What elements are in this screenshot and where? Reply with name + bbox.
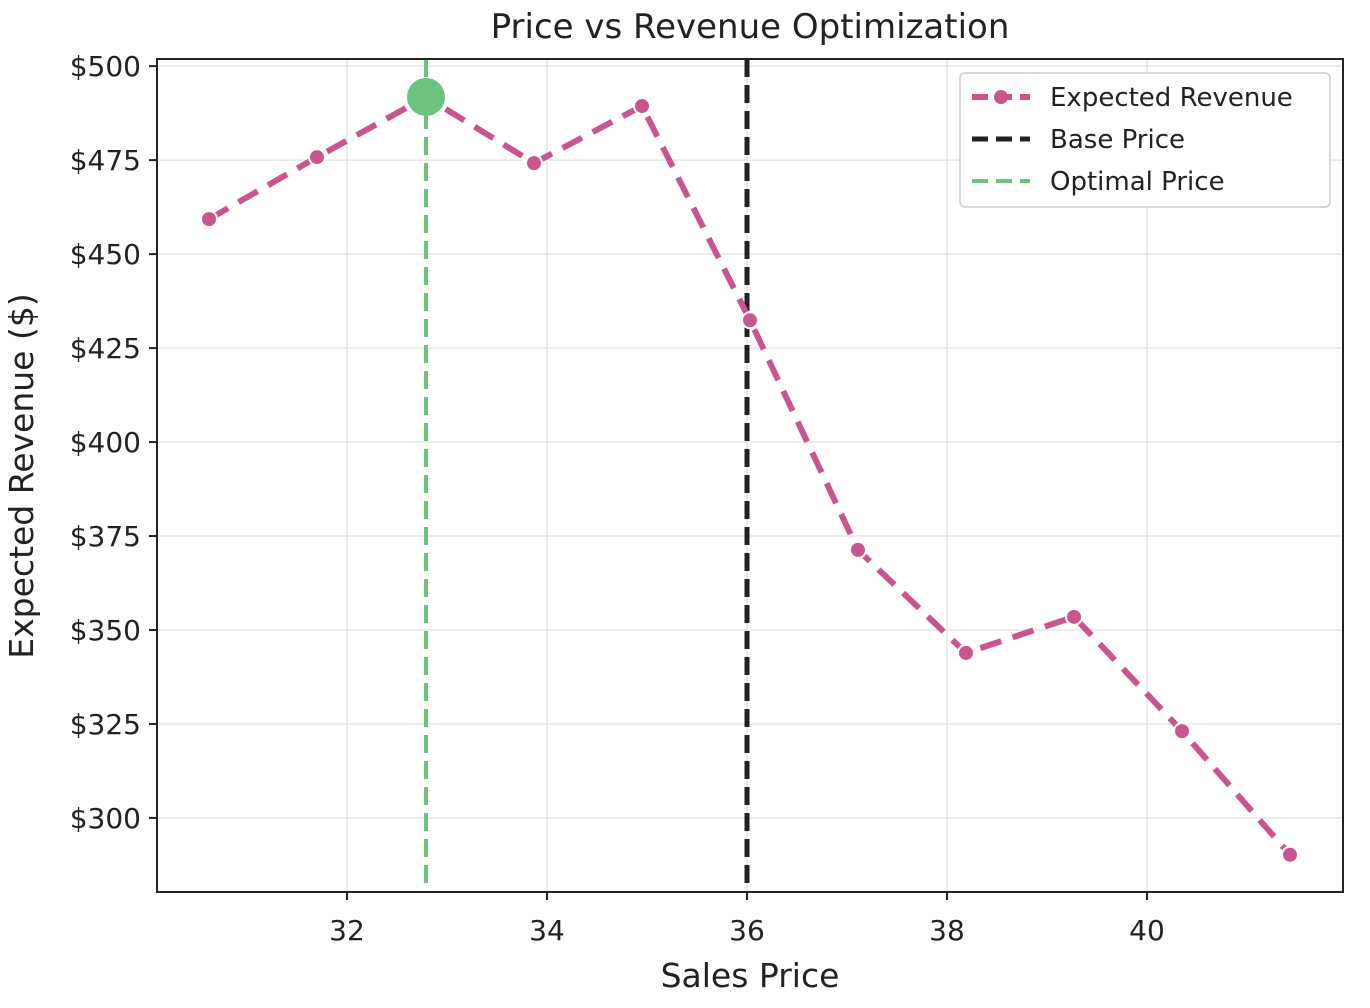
data-point — [200, 210, 218, 229]
y-tick-label: $325 — [70, 708, 141, 741]
y-tick-label: $500 — [70, 50, 141, 83]
x-axis-label: Sales Price — [661, 956, 840, 995]
legend-box — [959, 72, 1331, 208]
series — [200, 77, 1299, 864]
data-point — [1281, 845, 1299, 864]
data-point — [525, 154, 543, 173]
x-tick-label: 38 — [929, 914, 965, 947]
data-point — [849, 540, 867, 559]
y-tick-label: $350 — [70, 614, 141, 647]
y-tick-label: $425 — [70, 332, 141, 365]
legend-label-optimal-price: Optimal Price — [1050, 167, 1225, 197]
x-tick-label: 40 — [1129, 914, 1165, 947]
vlines — [424, 59, 750, 892]
expected-revenue-line — [207, 93, 1293, 857]
x-tick-label: 32 — [329, 914, 365, 947]
data-point — [308, 148, 326, 167]
legend-label-expected-revenue: Expected Revenue — [1050, 83, 1293, 113]
y-tick-label: $300 — [70, 802, 141, 835]
legend-label-base-price: Base Price — [1050, 125, 1185, 155]
ticks: 32 34 36 38 40 $300 $325 $350 $375 $400 $425 $450 $4… — [70, 50, 1165, 947]
data-point — [1065, 607, 1083, 626]
legend-marker-expected-revenue — [994, 90, 1008, 104]
x-tick-label: 36 — [729, 914, 765, 947]
x-tick-label: 34 — [529, 914, 565, 947]
plot-frame — [156, 58, 1344, 893]
data-point — [1173, 722, 1191, 741]
data-point — [633, 96, 651, 115]
data-point — [741, 311, 759, 330]
y-tick-label: $450 — [70, 238, 141, 271]
chart-title: Price vs Revenue Optimization — [491, 7, 1010, 47]
optimal-point — [407, 77, 445, 116]
legend: Expected Revenue Base Price Optimal Pric… — [959, 72, 1331, 208]
y-tick-label: $475 — [70, 144, 141, 177]
y-tick-label: $375 — [70, 520, 141, 553]
y-axis-label: Expected Revenue ($) — [2, 293, 41, 658]
y-tick-label: $400 — [70, 426, 141, 459]
data-point — [957, 643, 975, 662]
